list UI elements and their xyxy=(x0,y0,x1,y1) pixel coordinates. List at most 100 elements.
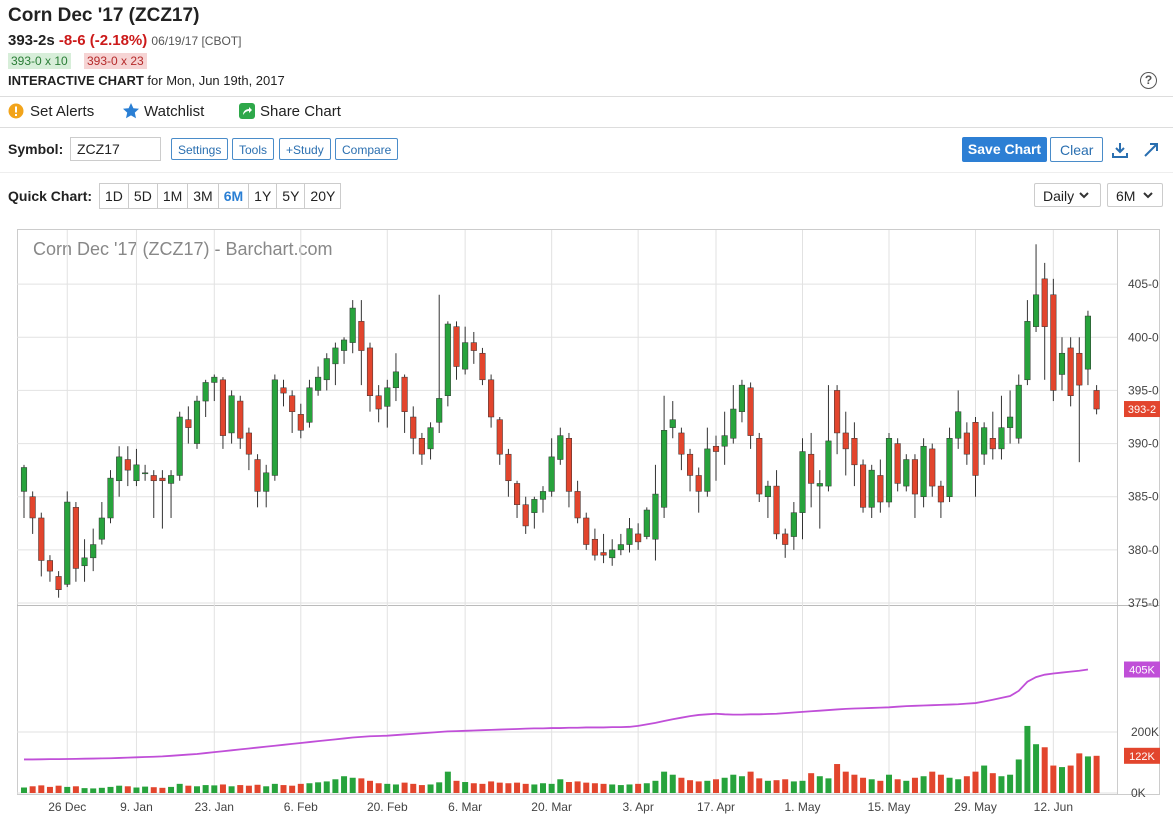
candle-body xyxy=(392,371,399,389)
candle-body xyxy=(46,560,54,572)
y-tick-label: 385-0 xyxy=(1128,490,1159,504)
volume-bar xyxy=(1076,753,1083,793)
share-chart[interactable]: Share Chart xyxy=(260,103,341,120)
volume-bar xyxy=(764,780,771,793)
volume-bar xyxy=(418,785,425,793)
quote-date: 06/19/17 [CBOT] xyxy=(151,34,242,48)
candle-body xyxy=(574,491,581,519)
volume-bar xyxy=(522,783,529,793)
candle-body xyxy=(721,435,728,447)
period-button[interactable]: 5D xyxy=(129,184,158,208)
candle-body xyxy=(773,485,780,535)
study-button[interactable]: +Study xyxy=(279,138,331,160)
share-icon xyxy=(239,103,255,119)
candle-body xyxy=(1076,352,1083,386)
candle-body xyxy=(1041,278,1048,327)
candle-body xyxy=(860,464,867,508)
volume-bar xyxy=(470,783,477,793)
volume-bar xyxy=(21,787,27,793)
candle-body xyxy=(315,376,322,391)
candle-body xyxy=(981,427,988,455)
tools-button[interactable]: Tools xyxy=(232,138,275,160)
candle-body xyxy=(133,464,140,482)
volume-bar xyxy=(142,786,149,793)
candle-body xyxy=(1007,416,1014,428)
volume-bar xyxy=(617,785,624,793)
expand-icon[interactable] xyxy=(1142,141,1160,159)
candle-body xyxy=(176,416,183,476)
candle-body xyxy=(989,438,996,450)
candle-body xyxy=(790,512,797,537)
period-button[interactable]: 20Y xyxy=(305,184,342,208)
candle-body xyxy=(124,459,131,471)
candle-body xyxy=(323,358,330,381)
set-alerts[interactable]: Set Alerts xyxy=(30,103,95,120)
period-button[interactable]: 6M xyxy=(219,184,250,208)
volume-bar xyxy=(375,783,382,793)
candle-body xyxy=(799,451,806,513)
interval: Daily xyxy=(1043,188,1075,204)
volume-bar xyxy=(444,771,451,793)
volume-bar xyxy=(600,783,607,793)
candle-body xyxy=(72,507,79,569)
candle-body xyxy=(868,469,875,508)
period-button[interactable]: 3M xyxy=(188,184,219,208)
candle-body xyxy=(219,379,226,436)
volume-bar xyxy=(124,786,131,793)
volume-bar xyxy=(816,776,823,793)
x-tick-label: 6. Mar xyxy=(448,800,482,814)
candle-body xyxy=(64,501,71,585)
candle-body xyxy=(297,414,304,431)
price-badge xyxy=(1124,401,1160,418)
volume-badge-label: 122K xyxy=(1129,751,1155,763)
candle-body xyxy=(747,387,754,436)
volume-bar xyxy=(55,785,62,793)
volume-bar xyxy=(877,780,884,793)
period-button[interactable]: 1D xyxy=(100,184,129,208)
watchlist[interactable]: Watchlist xyxy=(144,103,205,120)
x-tick-label: 23. Jan xyxy=(195,800,234,814)
volume-bar xyxy=(202,785,209,793)
candle-body xyxy=(263,472,270,492)
settings-button[interactable]: Settings xyxy=(171,138,229,160)
x-tick-label: 17. Apr xyxy=(697,800,735,814)
candle-body xyxy=(609,549,616,559)
candle-body xyxy=(202,382,209,402)
candle-body xyxy=(20,467,28,492)
candle-body xyxy=(738,384,746,412)
candle-body xyxy=(505,453,512,482)
save-chart[interactable]: Save Chart xyxy=(962,137,1047,162)
volume-bar xyxy=(799,780,806,793)
volume-bar xyxy=(929,771,936,793)
title: Corn Dec '17 (ZCZ17) xyxy=(8,5,200,26)
candle-body xyxy=(55,576,62,590)
y-tick-label: 380-0 xyxy=(1128,543,1159,557)
volume-bar xyxy=(609,784,616,793)
volume-bar xyxy=(1015,759,1022,793)
volume-bar xyxy=(401,782,408,793)
compare-button[interactable]: Compare xyxy=(335,138,399,160)
download-icon[interactable] xyxy=(1111,141,1129,159)
candle-body xyxy=(600,552,607,556)
period-button[interactable]: 1Y xyxy=(249,184,278,208)
divider xyxy=(0,96,1173,97)
candle-body xyxy=(1050,294,1057,391)
period-button[interactable]: 1M xyxy=(158,184,189,208)
candle-body xyxy=(211,376,218,383)
star-icon xyxy=(123,103,139,119)
symbol-input[interactable]: ZCZ17 xyxy=(70,137,161,161)
last-price: 393-2s xyxy=(8,32,55,49)
help[interactable]: ? xyxy=(1140,72,1157,89)
candle-body xyxy=(782,533,789,545)
volume-bar xyxy=(64,786,71,793)
range-select[interactable]: 6M xyxy=(1107,183,1163,207)
candle-body xyxy=(548,456,555,492)
divider xyxy=(0,127,1173,128)
period-button[interactable]: 5Y xyxy=(277,184,306,208)
volume-bar xyxy=(1041,747,1048,793)
volume-bar xyxy=(661,771,668,793)
candle-body xyxy=(306,387,313,423)
interval-select[interactable]: Daily xyxy=(1034,183,1101,207)
clear-button[interactable]: Clear xyxy=(1050,137,1104,162)
range: 6M xyxy=(1116,188,1136,204)
